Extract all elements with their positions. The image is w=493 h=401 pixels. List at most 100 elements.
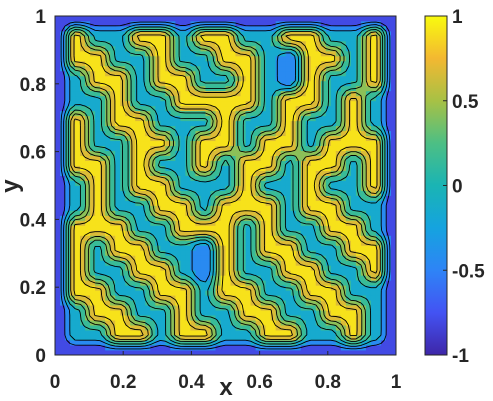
contour-cell bbox=[190, 205, 196, 211]
contour-cell bbox=[190, 160, 196, 166]
contour-cell bbox=[335, 16, 342, 22]
contour-cell bbox=[230, 240, 236, 246]
contour-cell bbox=[270, 120, 277, 127]
contour-cell bbox=[90, 265, 96, 271]
contour-cell bbox=[350, 305, 357, 311]
contour-cell bbox=[140, 165, 146, 171]
contour-cell bbox=[190, 335, 196, 341]
contour-cell bbox=[90, 50, 96, 57]
contour-cell bbox=[270, 115, 277, 122]
contour-cell bbox=[350, 200, 357, 206]
contour-cell bbox=[100, 225, 106, 231]
contour-cell bbox=[130, 120, 136, 127]
contour-cell bbox=[300, 40, 307, 47]
contour-cell bbox=[375, 180, 382, 186]
contour-cell bbox=[225, 340, 231, 346]
contour-cell bbox=[285, 205, 292, 211]
contour-cell bbox=[220, 110, 226, 117]
contour-cell bbox=[205, 170, 211, 176]
contour-cell bbox=[390, 300, 396, 306]
contour-cell bbox=[130, 340, 136, 346]
contour-cell bbox=[300, 275, 307, 281]
contour-cell bbox=[290, 245, 297, 251]
contour-cell bbox=[155, 16, 161, 22]
contour-cell bbox=[330, 345, 337, 351]
contour-cell bbox=[345, 205, 352, 211]
contour-cell bbox=[220, 325, 226, 331]
contour-cell bbox=[365, 315, 372, 321]
contour-cell bbox=[175, 340, 181, 346]
contour-cell bbox=[340, 270, 347, 276]
contour-cell bbox=[315, 110, 322, 117]
contour-cell bbox=[350, 80, 357, 87]
contour-cell bbox=[305, 295, 312, 301]
contour-cell bbox=[70, 200, 76, 206]
contour-cell bbox=[195, 185, 201, 191]
contour-cell bbox=[180, 295, 186, 301]
contour-cell bbox=[290, 220, 297, 226]
contour-cell bbox=[115, 260, 121, 266]
contour-cell bbox=[365, 50, 372, 57]
contour-cell bbox=[65, 90, 71, 97]
contour-cell bbox=[285, 25, 292, 32]
contour-cell bbox=[385, 180, 392, 186]
contour-cell bbox=[235, 65, 241, 72]
contour-cell bbox=[370, 245, 377, 251]
contour-cell bbox=[275, 185, 282, 191]
contour-cell bbox=[205, 140, 211, 147]
contour-cell bbox=[55, 300, 61, 306]
contour-cell bbox=[230, 75, 236, 82]
contour-cell bbox=[290, 60, 297, 67]
contour-cell bbox=[70, 275, 76, 281]
contour-cell bbox=[385, 340, 392, 346]
contour-cell bbox=[340, 55, 347, 62]
contour-cell bbox=[90, 220, 96, 226]
contour-cell bbox=[175, 50, 181, 57]
contour-cell bbox=[225, 255, 231, 261]
contour-cell bbox=[180, 230, 186, 236]
contour-cell bbox=[100, 280, 106, 286]
contour-cell bbox=[355, 125, 362, 132]
contour-cell bbox=[335, 95, 342, 102]
contour-cell bbox=[95, 155, 101, 161]
contour-cell bbox=[140, 160, 146, 166]
contour-cell bbox=[230, 215, 236, 221]
contour-cell bbox=[245, 145, 251, 152]
contour-cell bbox=[315, 315, 322, 321]
contour-cell bbox=[225, 315, 231, 321]
contour-cell bbox=[85, 335, 91, 341]
contour-cell bbox=[245, 130, 251, 137]
contour-cell bbox=[225, 170, 231, 176]
contour-cell bbox=[205, 110, 211, 117]
contour-cell bbox=[60, 125, 66, 132]
contour-cell bbox=[180, 190, 186, 196]
contour-cell bbox=[300, 100, 307, 107]
contour-cell bbox=[355, 195, 362, 201]
contour-cell bbox=[390, 275, 396, 281]
contour-cell bbox=[360, 320, 367, 326]
contour-cell bbox=[255, 240, 261, 246]
contour-cell bbox=[200, 205, 206, 211]
contour-cell bbox=[375, 240, 382, 246]
contour-cell bbox=[125, 190, 131, 196]
contour-cell bbox=[310, 300, 317, 306]
contour-cell bbox=[150, 110, 156, 117]
contour-cell bbox=[280, 330, 287, 336]
contour-cell bbox=[95, 335, 101, 341]
contour-cell bbox=[125, 40, 131, 47]
contour-cell bbox=[60, 115, 66, 122]
contour-cell bbox=[365, 165, 372, 171]
contour-cell bbox=[260, 85, 267, 92]
contour-cell bbox=[175, 325, 181, 331]
contour-cell bbox=[225, 190, 231, 196]
contour-cell bbox=[340, 16, 347, 22]
contour-cell bbox=[65, 170, 71, 176]
contour-cell bbox=[165, 160, 171, 166]
contour-cell bbox=[385, 310, 392, 316]
contour-cell bbox=[310, 190, 317, 196]
contour-cell bbox=[70, 235, 76, 241]
contour-cell bbox=[145, 80, 151, 87]
contour-cell bbox=[205, 45, 211, 52]
contour-cell bbox=[55, 170, 61, 176]
contour-cell bbox=[380, 75, 387, 82]
